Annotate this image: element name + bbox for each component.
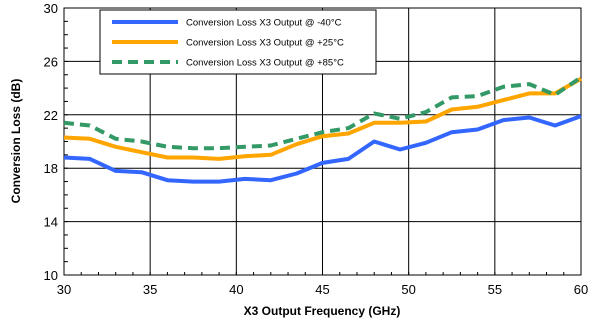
y-tick-label: 22	[44, 108, 58, 123]
x-tick-label: 30	[57, 282, 71, 297]
x-tick-label: 35	[143, 282, 157, 297]
x-tick-label: 45	[315, 282, 329, 297]
legend-label-3: Conversion Loss X3 Output @ +85°C	[186, 58, 344, 69]
x-tick-label: 60	[574, 282, 588, 297]
y-tick-label: 18	[44, 161, 58, 176]
y-tick-label: 10	[44, 268, 58, 283]
x-tick-label: 40	[229, 282, 243, 297]
y-tick-label: 30	[44, 1, 58, 16]
x-axis-title: X3 Output Frequency (GHz)	[244, 304, 401, 318]
x-tick-label: 50	[401, 282, 415, 297]
x-tick-label: 55	[488, 282, 502, 297]
legend: Conversion Loss X3 Output @ -40°C Convers…	[99, 9, 377, 75]
series-lines	[63, 75, 583, 184]
y-tick-label: 26	[44, 54, 58, 69]
series-line-1	[63, 114, 582, 184]
series-line-3	[63, 75, 583, 151]
y-tick-labels: 10 14 18 22 26 30	[44, 1, 58, 283]
y-tick-label: 14	[44, 215, 58, 230]
legend-label-1: Conversion Loss X3 Output @ -40°C	[186, 18, 342, 29]
x-tick-labels: 30 35 40 45 50 55 60	[57, 282, 588, 297]
tick-marks	[63, 7, 582, 276]
series-line-2	[63, 77, 582, 161]
legend-label-2: Conversion Loss X3 Output @ +25°C	[186, 38, 344, 49]
y-axis-title: Conversion Loss (dB)	[9, 79, 23, 204]
